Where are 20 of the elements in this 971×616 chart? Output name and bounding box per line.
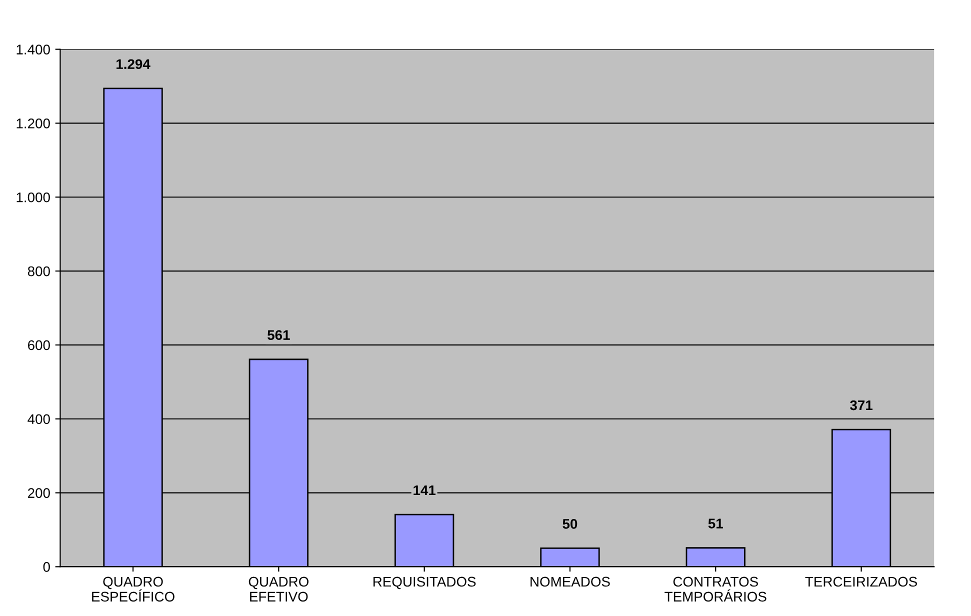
data-label: 1.294 [116, 59, 150, 70]
data-label: 371 [850, 400, 872, 410]
y-tick-label: 800 [28, 266, 50, 276]
data-label: 561 [268, 330, 290, 340]
y-tick-label: 200 [28, 488, 50, 498]
x-tick-label: QUADRO ESPECÍFICO [92, 576, 174, 602]
x-tick-label: QUADRO EFETIVO [248, 576, 308, 602]
data-label: 51 [708, 518, 723, 528]
x-tick-label: REQUISITADOS [374, 576, 476, 590]
y-tick-label: 1.000 [16, 192, 50, 202]
x-tick-label: CONTRATOS TEMPORÁRIOS [664, 576, 766, 602]
y-tick-label: 600 [28, 340, 50, 350]
x-tick-label: TERCEIRIZADOS [805, 576, 917, 587]
y-tick-label: 0 [43, 562, 50, 572]
y-tick-label: 400 [28, 414, 50, 424]
data-label: 141 [414, 486, 436, 496]
data-label: 50 [562, 518, 578, 529]
x-tick-label: NOMEADOS [530, 576, 610, 587]
y-tick-label: 1.200 [16, 118, 50, 128]
y-tick-label: 1.400 [16, 44, 50, 54]
